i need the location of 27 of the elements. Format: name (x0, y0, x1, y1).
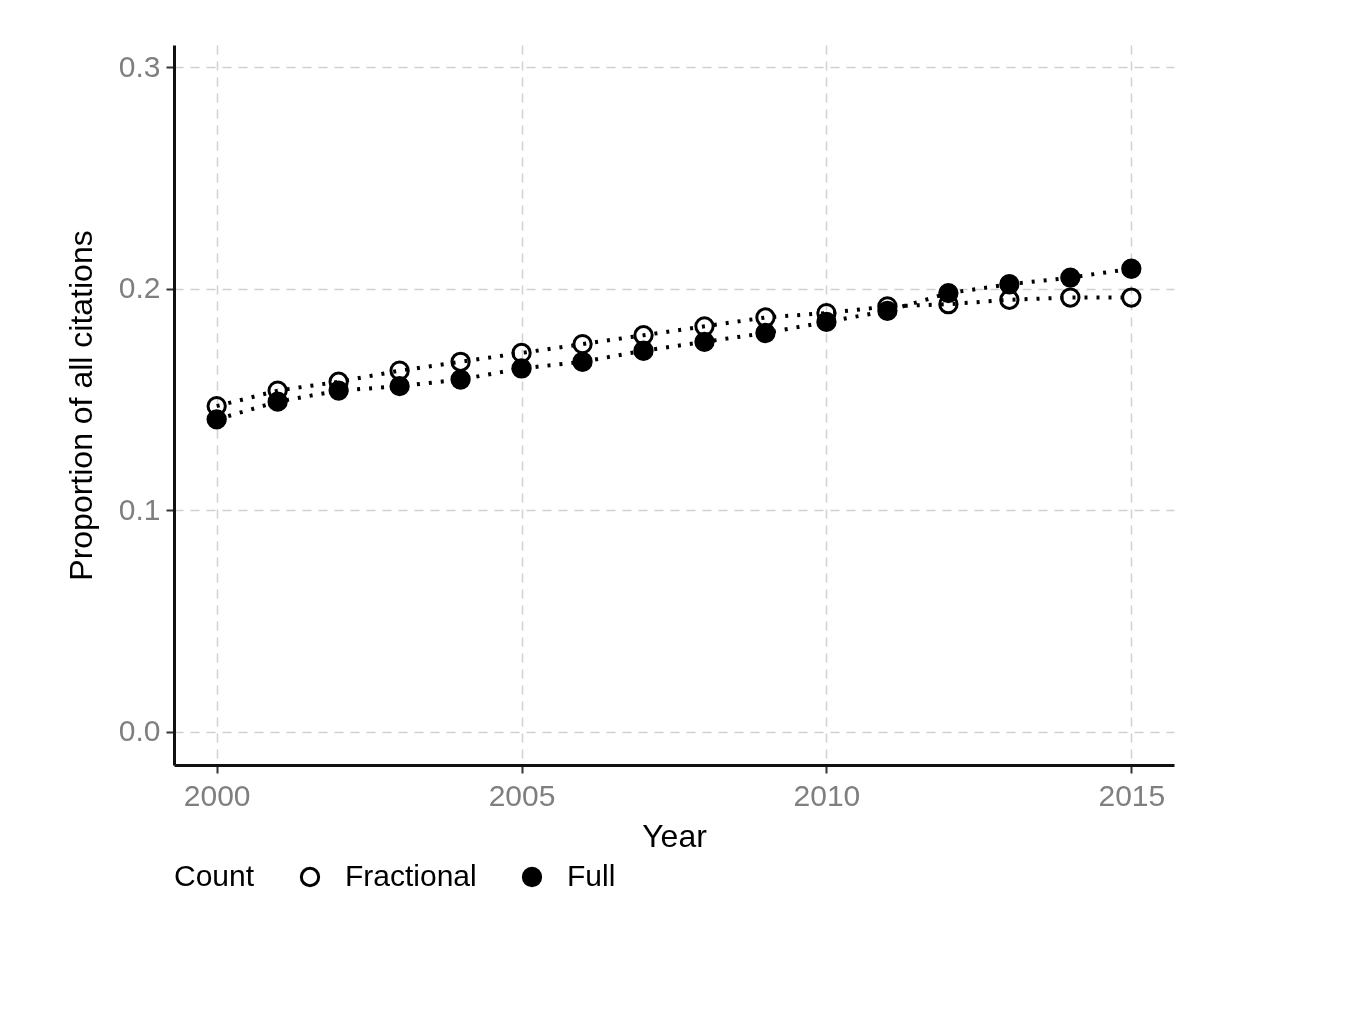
y-tick-label: 0.2 (118, 271, 161, 305)
point (511, 342, 532, 364)
point (1121, 258, 1142, 279)
point (999, 289, 1020, 310)
y-tick-label: 0.1 (118, 492, 161, 526)
point (572, 351, 593, 372)
point (1121, 287, 1142, 308)
x-tick-label: 2000 (183, 778, 251, 812)
point (1060, 267, 1081, 288)
point (389, 360, 410, 381)
legend-title: Count (174, 859, 255, 892)
point (572, 333, 593, 355)
y-axis-title: Proportion of all citations (62, 230, 99, 581)
point (450, 351, 471, 372)
x-tick-label: 2010 (793, 778, 861, 812)
point (1060, 287, 1081, 308)
legend-label: Fractional (345, 859, 477, 892)
y-tick-label: 0.0 (118, 714, 161, 748)
point (633, 325, 654, 346)
legend-label: Full (567, 859, 616, 892)
point (755, 307, 776, 328)
x-tick-label: 2015 (1098, 778, 1166, 812)
point (694, 316, 715, 337)
x-axis-title: Year (642, 817, 708, 854)
x-tick-label: 2005 (488, 778, 556, 812)
point (450, 369, 471, 390)
y-tick-label: 0.3 (118, 49, 161, 83)
